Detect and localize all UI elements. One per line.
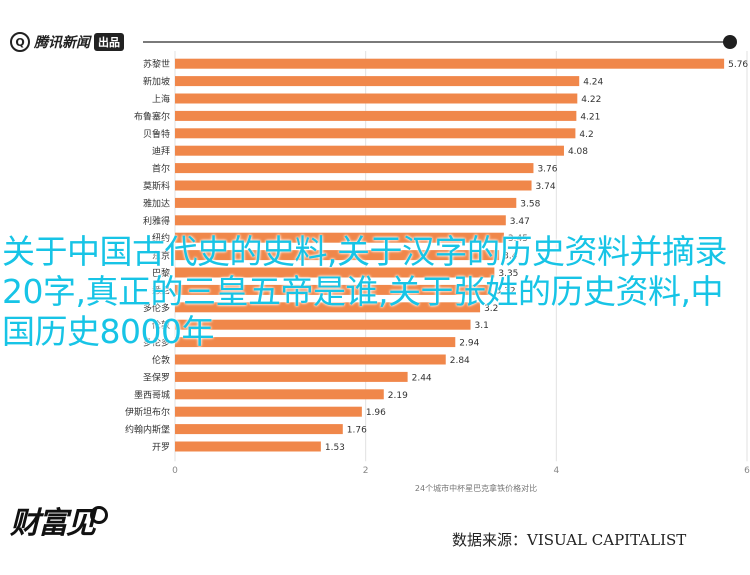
logo-badge: 出品 [94, 33, 124, 51]
category-label: 圣保罗 [143, 371, 170, 383]
eye-icon [90, 506, 108, 524]
header: Q 腾讯新闻 出品 [0, 0, 750, 84]
category-label: 纽约 [152, 232, 170, 244]
bar [175, 110, 577, 121]
data-label: 3.45 [508, 234, 528, 244]
x-axis-label: 24个城市中杯星巴克拿铁价格对比 [415, 483, 537, 493]
bar [175, 354, 446, 365]
bar [175, 250, 500, 261]
category-label: 贝鲁特 [143, 128, 170, 140]
data-label: 2.44 [412, 373, 432, 383]
data-source: 数据来源：VISUAL CAPITALIST [452, 531, 687, 549]
category-label: 伦敦 [152, 354, 170, 366]
category-label: 上海 [152, 93, 170, 105]
data-label: 4.08 [568, 147, 588, 157]
bar [175, 441, 321, 452]
category-label: 新加坡 [143, 76, 170, 88]
bar [175, 302, 481, 313]
category-label: 雅加达 [143, 197, 170, 209]
category-label: 伦敦 [152, 319, 170, 331]
overlay-caption: 关于中国古代史的史料,关于汉字的历史资料并摘录20字,真正的三皇五帝是谁,关于张… [2, 232, 728, 351]
data-label: 3.4 [503, 252, 518, 262]
data-label: 3.47 [510, 217, 530, 227]
category-label: 约翰内斯堡 [125, 424, 170, 436]
category-label: 东京 [152, 250, 170, 262]
bar [175, 406, 362, 417]
data-label: 3.76 [537, 165, 557, 175]
data-label: 1.53 [325, 443, 345, 453]
x-tick-label: 6 [744, 466, 750, 476]
x-tick-label: 2 [363, 466, 369, 476]
bar [175, 197, 517, 208]
data-label: 1.96 [366, 408, 386, 418]
data-label: 5.76 [728, 60, 748, 70]
data-label: 1.76 [347, 426, 367, 436]
bar [175, 145, 564, 156]
bar [175, 424, 343, 435]
category-label: 布鲁塞尔 [134, 110, 170, 122]
bar [175, 267, 495, 278]
data-label: 3.58 [520, 199, 540, 209]
category-label: 利雅得 [143, 215, 170, 227]
data-label: 3.1 [475, 321, 489, 331]
bar [175, 93, 578, 104]
data-label: 3.74 [536, 182, 556, 192]
data-label: 3.2 [484, 304, 498, 314]
data-label: 2.94 [459, 339, 479, 349]
category-label: 多伦多 [143, 337, 170, 349]
category-label: 莫斯科 [143, 180, 170, 192]
x-tick-label: 4 [553, 466, 559, 476]
category-label: 墨西哥城 [134, 390, 170, 401]
bar [175, 232, 504, 243]
bar [175, 215, 506, 226]
bar [175, 128, 576, 139]
category-label: 首尔 [152, 163, 170, 175]
data-label: 3.35 [498, 269, 518, 279]
bar [175, 58, 725, 69]
logo-text: 腾讯新闻 [34, 35, 90, 51]
bar [175, 76, 580, 87]
category-label: 开罗 [152, 442, 170, 453]
bar [175, 163, 534, 174]
data-label: 4.24 [583, 78, 603, 88]
x-tick-label: 0 [172, 466, 178, 476]
category-label: 迪拜 [152, 145, 170, 157]
data-label: 2.84 [450, 356, 470, 366]
footer-brand-logo: 财富见 [10, 500, 108, 541]
category-label: 悉尼 [152, 284, 170, 296]
data-label: 4.2 [579, 130, 593, 140]
bar [175, 389, 384, 400]
tencent-news-icon: Q [10, 32, 30, 52]
brand-text: 财富见 [10, 506, 96, 541]
header-dot [723, 35, 737, 49]
header-divider [143, 41, 731, 43]
bar [175, 284, 492, 295]
data-label: 4.22 [581, 95, 601, 105]
bar [175, 371, 408, 382]
data-label: 2.19 [388, 391, 408, 401]
data-label: 4.21 [580, 112, 600, 122]
category-label: 伊斯坦布尔 [125, 406, 170, 418]
category-label: 巴黎 [152, 267, 170, 279]
bar [175, 180, 532, 191]
bar [175, 337, 456, 348]
category-label: 苏黎世 [143, 58, 170, 70]
data-label: 3.32 [496, 286, 516, 296]
bar [175, 319, 471, 330]
category-label: 多伦多 [143, 302, 170, 314]
tencent-news-logo: Q 腾讯新闻 出品 [10, 31, 124, 53]
